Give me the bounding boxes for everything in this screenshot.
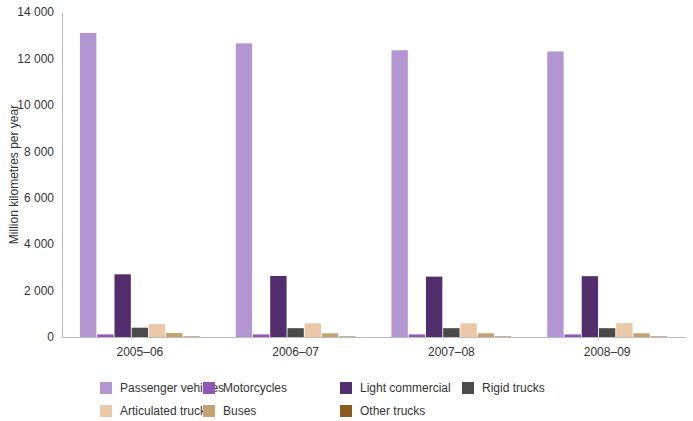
y-tick-label: 14 000 [17,5,54,19]
bar [409,334,425,337]
bar [426,277,442,337]
x-axis-line [63,337,686,338]
legend-label: Light commercial [360,381,451,395]
legend-swatch [340,382,352,394]
legend-label: Passenger vehicles [120,381,224,395]
legend-swatch [203,405,215,417]
y-tick-label: 4 000 [24,237,54,251]
bar [547,51,563,337]
legend-label: Rigid trucks [482,381,545,395]
bar [80,33,96,337]
y-tick: 10 000 [17,98,62,112]
y-tick: 14 000 [17,5,62,19]
bar [478,333,494,337]
y-tick: 6 000 [24,191,62,205]
bar [616,323,632,337]
legend-swatch [462,382,474,394]
y-tick-label: 6 000 [24,191,54,205]
y-tick: 8 000 [24,145,62,159]
bar [651,336,667,337]
bar [495,336,511,337]
bar [391,50,407,337]
legend-label: Buses [223,404,256,418]
x-tick-label: 2007–08 [428,345,475,359]
legend-label: Other trucks [360,404,425,418]
y-tick-label: 0 [47,330,54,344]
x-tick-label: 2005–06 [117,345,164,359]
bar [582,276,598,337]
bar [183,336,199,337]
bar [166,333,182,337]
legend-item: Passenger vehicles [100,381,224,395]
x-tick: 2007–08 [428,337,475,359]
chart: 0 2 000 4 000 6 000 8 000 10 000 12 000 14 000 2… [0,0,693,421]
y-tick-label: 2 000 [24,284,54,298]
bar [460,323,476,337]
legend-swatch [100,405,112,417]
y-tick: 4 000 [24,237,62,251]
bar [339,336,355,337]
bar [149,324,165,337]
bar [564,334,580,337]
y-tick: 0 [47,330,62,344]
y-tick-label: 8 000 [24,145,54,159]
y-axis-title: Million kilometres per year [7,105,21,244]
bar [132,328,148,337]
bar [305,323,321,337]
legend-item: Other trucks [340,404,425,418]
x-tick: 2005–06 [117,337,164,359]
y-tick-label: 10 000 [17,98,54,112]
legend-swatch [203,382,215,394]
x-tick-label: 2008–09 [584,345,631,359]
y-axis: 0 2 000 4 000 6 000 8 000 10 000 12 000 14 000 [17,5,62,344]
y-tick: 12 000 [17,52,62,66]
x-tick: 2008–09 [584,337,631,359]
bar [322,333,338,337]
bar [114,274,130,337]
bar [253,334,269,337]
y-tick-label: 12 000 [17,52,54,66]
bar [97,334,113,337]
legend-swatch [340,405,352,417]
legend-item: Articulated trucks [100,404,212,418]
legend-item: Rigid trucks [462,381,545,395]
y-tick: 2 000 [24,284,62,298]
bar [633,333,649,337]
bar [270,276,286,337]
legend-swatch [100,382,112,394]
legend-item: Light commercial [340,381,451,395]
bar [443,328,459,337]
legend-label: Articulated trucks [120,404,212,418]
plot: 0 2 000 4 000 6 000 8 000 10 000 12 000 14 000 2… [17,5,685,358]
y-axis-line [62,13,63,338]
x-tick: 2006–07 [272,337,319,359]
x-axis: 2005–06 2006–07 2007–08 2008–09 [63,337,686,359]
bars [80,33,667,337]
bar [236,43,252,337]
legend-item: Buses [203,404,256,418]
legend-item: Motorcycles [203,381,287,395]
bar [287,328,303,337]
x-tick-label: 2006–07 [272,345,319,359]
legend-label: Motorcycles [223,381,287,395]
legend: Passenger vehiclesMotorcycles Light comme… [100,381,545,418]
bar [599,328,615,337]
